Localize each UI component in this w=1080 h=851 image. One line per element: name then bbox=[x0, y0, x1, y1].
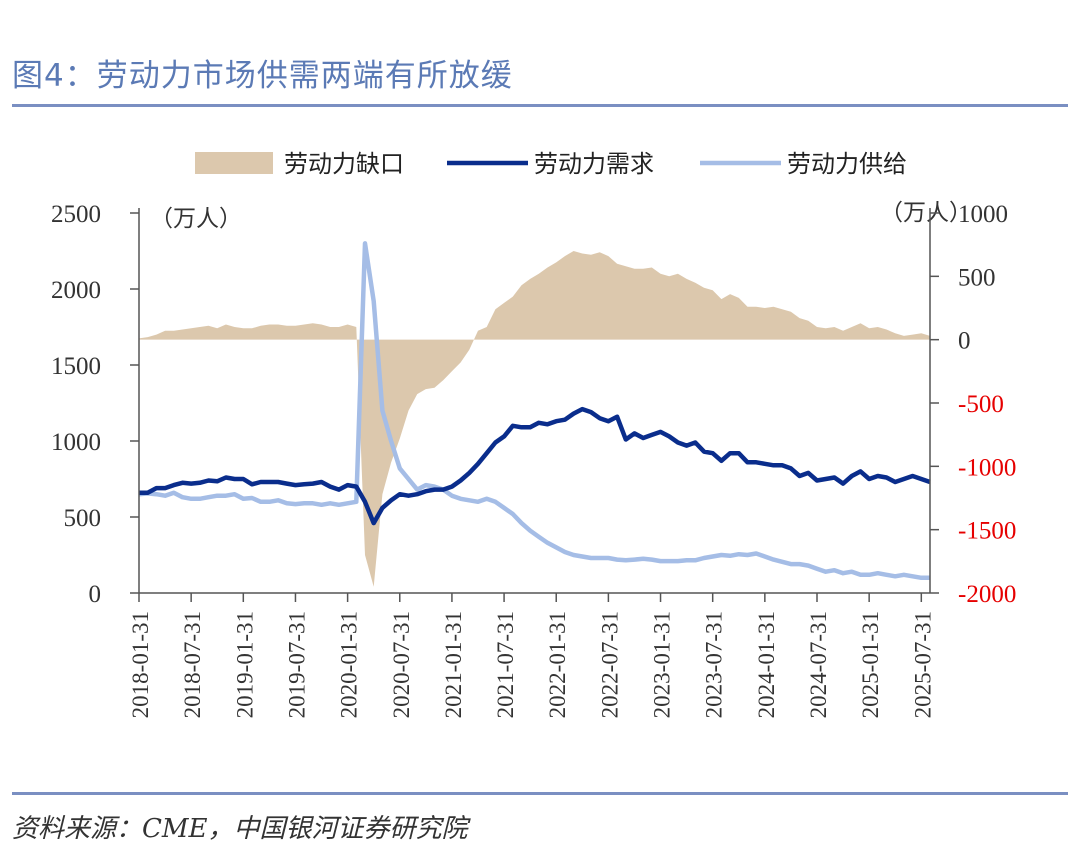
right-tick-label: 0 bbox=[958, 328, 971, 355]
x-tick-label: 2018-07-31 bbox=[180, 611, 205, 718]
footer-rule bbox=[12, 792, 1068, 795]
x-tick-label: 2019-07-31 bbox=[284, 611, 309, 718]
chart: 劳动力缺口 劳动力需求 劳动力供给 （万人） （万人） 0 500 1000 1500… bbox=[51, 151, 1016, 718]
x-tick-label: 2019-01-31 bbox=[232, 611, 257, 718]
x-tick-label: 2020-01-31 bbox=[337, 611, 362, 718]
x-tick-label: 2023-01-31 bbox=[650, 611, 675, 718]
left-unit-label: （万人） bbox=[150, 206, 242, 231]
plot-area: 0 500 1000 1500 2000 2500 -2000 -1500 -1000 -500 0… bbox=[51, 201, 1016, 718]
series-line-demand bbox=[139, 406, 931, 526]
right-tick-label: 500 bbox=[958, 264, 996, 291]
legend: 劳动力缺口 劳动力需求 劳动力供给 bbox=[195, 151, 907, 178]
left-tick-label: 500 bbox=[64, 505, 102, 532]
x-tick-label: 2025-07-31 bbox=[910, 611, 935, 718]
x-tick-label: 2021-07-31 bbox=[493, 611, 518, 718]
left-tick-label: 1500 bbox=[51, 353, 101, 380]
title-rule bbox=[12, 104, 1068, 107]
left-tick-label: 2000 bbox=[51, 277, 101, 304]
x-tick-label: 2021-01-31 bbox=[441, 611, 466, 718]
legend-label-demand: 劳动力需求 bbox=[534, 151, 654, 178]
source-note: 资料来源：CME，中国银河证券研究院 bbox=[12, 814, 468, 844]
x-tick-label: 2022-07-31 bbox=[597, 611, 622, 718]
left-tick-label: 0 bbox=[89, 581, 102, 608]
legend-label-gap: 劳动力缺口 bbox=[284, 151, 404, 178]
x-tick-label: 2024-07-31 bbox=[806, 611, 831, 718]
x-tick-label: 2023-07-31 bbox=[702, 611, 727, 718]
x-tick-label: 2025-01-31 bbox=[858, 611, 883, 718]
x-tick-label: 2022-01-31 bbox=[545, 611, 570, 718]
legend-swatch-gap bbox=[195, 152, 273, 174]
left-tick-label: 1000 bbox=[51, 429, 101, 456]
left-tick-label: 2500 bbox=[51, 201, 101, 228]
right-tick-label: -1500 bbox=[958, 518, 1016, 545]
figure-title: 图4：劳动力市场供需两端有所放缓 bbox=[12, 58, 513, 94]
legend-label-supply: 劳动力供给 bbox=[787, 151, 907, 178]
series-line-supply bbox=[138, 241, 930, 581]
x-tick-label: 2018-01-31 bbox=[128, 611, 153, 718]
right-unit-label: （万人） bbox=[880, 200, 972, 225]
series-area-gap bbox=[139, 251, 930, 587]
right-tick-label: -2000 bbox=[958, 581, 1016, 608]
right-tick-label: 1000 bbox=[958, 201, 1008, 228]
x-tick-label: 2024-01-31 bbox=[754, 611, 779, 718]
right-tick-label: -500 bbox=[958, 391, 1004, 418]
right-tick-label: -1000 bbox=[958, 454, 1016, 481]
x-tick-label: 2020-07-31 bbox=[389, 611, 414, 718]
